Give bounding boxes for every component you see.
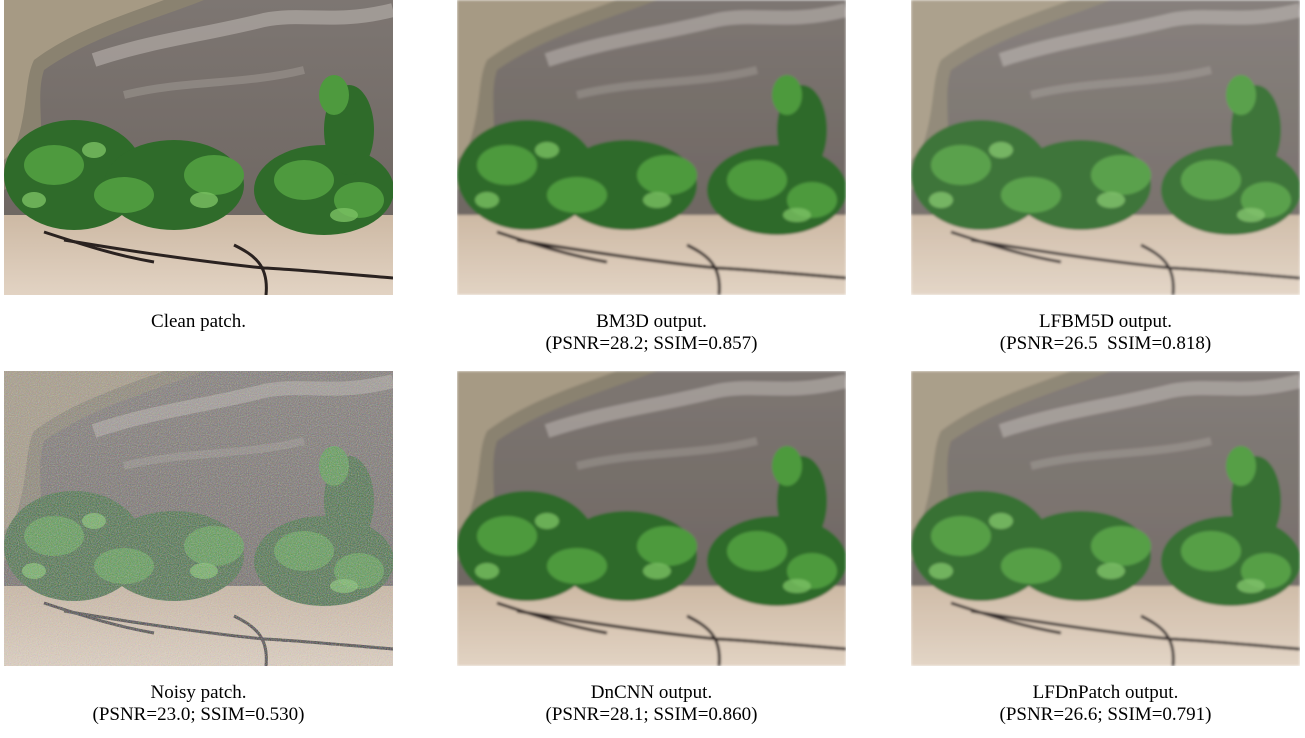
panel: BM3D output. (PSNR=28.2; SSIM=0.857) bbox=[457, 0, 846, 355]
caption: Clean patch. bbox=[4, 311, 393, 333]
caption: (PSNR=26.6; SSIM=0.791) bbox=[911, 704, 1300, 726]
image bbox=[457, 0, 846, 295]
image bbox=[4, 0, 393, 295]
caption: BM3D output. bbox=[457, 311, 846, 333]
caption: (PSNR=26.5 SSIM=0.818) bbox=[911, 333, 1300, 355]
caption: (PSNR=23.0; SSIM=0.530) bbox=[4, 704, 393, 726]
panel: DnCNN output. (PSNR=28.1; SSIM=0.860) bbox=[457, 371, 846, 726]
caption: (PSNR=28.1; SSIM=0.860) bbox=[457, 704, 846, 726]
panel: LFBM5D output. (PSNR=26.5 SSIM=0.818) bbox=[911, 0, 1300, 355]
image bbox=[4, 371, 393, 666]
panel: Noisy patch. (PSNR=23.0; SSIM=0.530) bbox=[4, 371, 393, 726]
image bbox=[457, 371, 846, 666]
caption: LFBM5D output. bbox=[911, 311, 1300, 333]
panel: LFDnPatch output. (PSNR=26.6; SSIM=0.791… bbox=[911, 371, 1300, 726]
image bbox=[911, 371, 1300, 666]
page: Clean patch. BM3D output. (PSNR=28.2; SS… bbox=[0, 0, 1305, 738]
caption: LFDnPatch output. bbox=[911, 682, 1300, 704]
caption: (PSNR=28.2; SSIM=0.857) bbox=[457, 333, 846, 355]
image bbox=[911, 0, 1300, 295]
caption: DnCNN output. bbox=[457, 682, 846, 704]
panel: Clean patch. bbox=[4, 0, 393, 333]
caption: Noisy patch. bbox=[4, 682, 393, 704]
